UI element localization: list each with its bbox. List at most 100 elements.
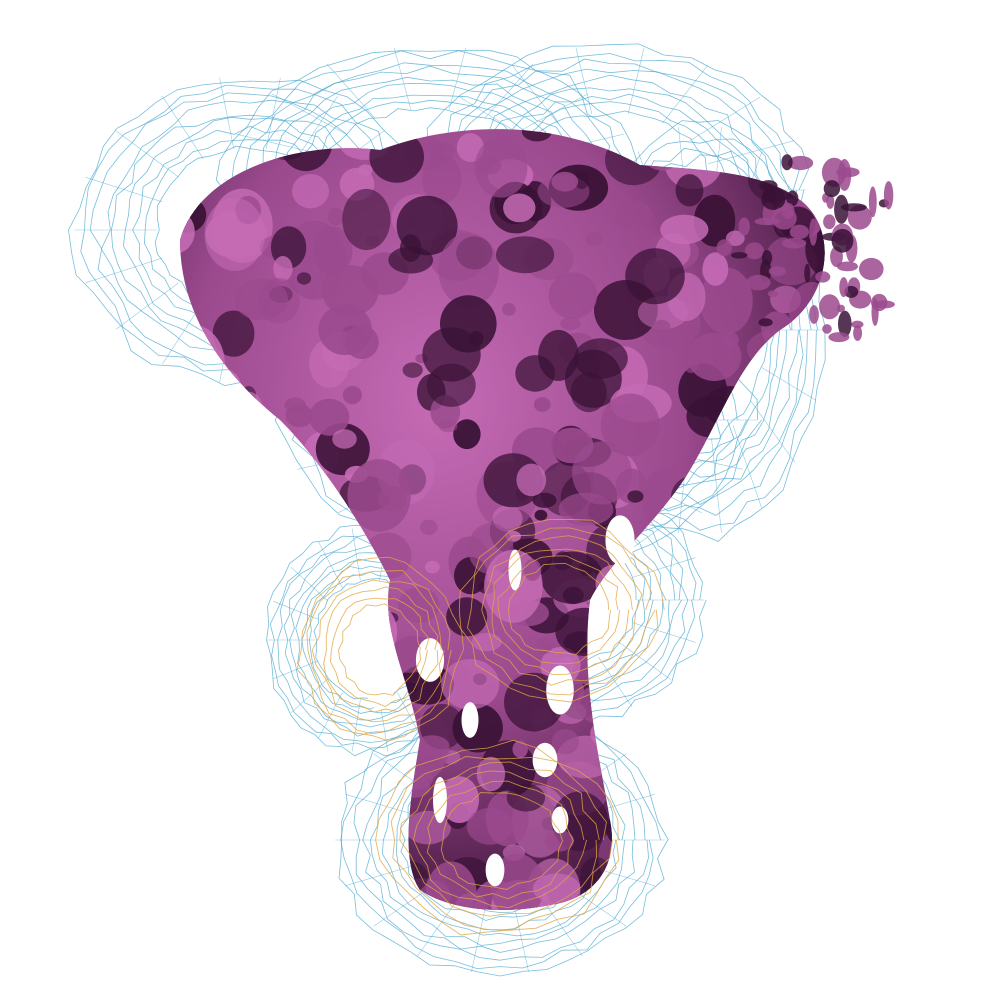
- density-blob: [297, 272, 311, 284]
- density-blob: [770, 730, 791, 745]
- density-blob: [507, 784, 545, 812]
- density-fragment: [804, 264, 810, 283]
- density-blob: [453, 419, 480, 449]
- density-blob: [467, 808, 513, 845]
- density-blob: [590, 720, 625, 747]
- density-blob: [158, 535, 198, 572]
- density-fragment: [731, 252, 747, 258]
- density-blob: [439, 420, 458, 432]
- density-blob: [279, 109, 333, 171]
- density-blob: [176, 834, 230, 887]
- density-blob: [496, 236, 554, 273]
- density-blob: [151, 786, 189, 813]
- density-fragment: [828, 332, 849, 342]
- density-blob: [639, 787, 681, 834]
- density-blob: [257, 504, 294, 548]
- density-blob: [555, 608, 614, 656]
- mesh-spoke: [86, 258, 163, 283]
- density-fragment: [871, 294, 887, 311]
- density-blob: [761, 889, 797, 929]
- density-blob: [727, 666, 764, 690]
- density-blob: [446, 597, 487, 636]
- mesh-spoke: [632, 558, 695, 578]
- density-blob: [705, 587, 742, 625]
- density-blob: [715, 517, 767, 580]
- density-fragment: [746, 275, 771, 290]
- density-blob: [403, 362, 423, 377]
- density-fragment: [761, 188, 785, 210]
- density-blob: [660, 586, 675, 595]
- density-blob: [779, 478, 825, 509]
- density-blob: [233, 392, 262, 425]
- density-blob: [781, 402, 838, 455]
- density-blob: [251, 740, 297, 786]
- density-blob: [576, 683, 638, 725]
- density-blob: [264, 728, 285, 741]
- density-fragment: [859, 258, 884, 280]
- density-blob: [745, 242, 764, 259]
- density-blob: [718, 492, 759, 528]
- density-blob: [208, 851, 250, 895]
- density-blob: [676, 174, 704, 206]
- density-blob: [398, 587, 440, 623]
- density-blob: [292, 865, 310, 877]
- density-blob: [258, 278, 300, 323]
- density-blob: [192, 802, 216, 821]
- density-blob: [150, 685, 195, 743]
- density-blob: [688, 833, 746, 890]
- density-fragment: [819, 294, 840, 319]
- density-blob: [393, 765, 434, 790]
- density-blob: [305, 905, 324, 925]
- density-gap: [546, 666, 574, 715]
- mesh-spoke: [319, 542, 343, 588]
- density-blob: [779, 846, 841, 887]
- mesh-spoke: [220, 78, 234, 149]
- density-blob: [369, 131, 424, 183]
- density-blob: [706, 133, 744, 161]
- density-blob: [213, 585, 228, 594]
- density-blob: [686, 396, 735, 438]
- density-blob: [717, 518, 757, 547]
- density-blob: [453, 704, 503, 753]
- density-blob: [198, 547, 257, 611]
- density-blob: [755, 132, 770, 149]
- density-gap: [462, 702, 479, 738]
- density-blob: [228, 153, 244, 164]
- density-blob: [660, 639, 720, 716]
- density-blob: [822, 612, 857, 636]
- density-blob: [475, 137, 528, 198]
- density-fragment: [839, 277, 848, 297]
- mesh-spoke: [272, 94, 346, 134]
- density-blob: [574, 338, 628, 378]
- density-blob: [213, 464, 234, 479]
- density-blob: [627, 490, 643, 502]
- density-blob: [653, 320, 671, 334]
- density-blob: [206, 691, 268, 729]
- density-blob: [291, 775, 349, 832]
- density-blob: [666, 710, 722, 746]
- density-blob: [563, 587, 584, 604]
- density-blob: [340, 632, 388, 676]
- density-blob: [560, 317, 580, 330]
- density-blob: [708, 879, 737, 908]
- density-blob: [775, 791, 824, 854]
- density-blob: [744, 770, 790, 811]
- density-blob: [181, 451, 207, 470]
- density-fragment: [722, 332, 739, 348]
- density-blob: [332, 429, 357, 448]
- density-blob: [681, 861, 741, 905]
- density-blob: [761, 311, 792, 346]
- mesh-spoke: [345, 794, 417, 815]
- density-blob: [273, 256, 292, 281]
- density-blob: [821, 488, 836, 507]
- density-blob: [697, 873, 718, 890]
- density-blob: [685, 854, 740, 903]
- mesh-spoke: [418, 902, 456, 956]
- density-blob: [211, 503, 237, 533]
- density-blob: [254, 652, 278, 677]
- density-blob: [358, 164, 372, 175]
- density-blob: [441, 659, 499, 709]
- density-blob: [348, 805, 383, 833]
